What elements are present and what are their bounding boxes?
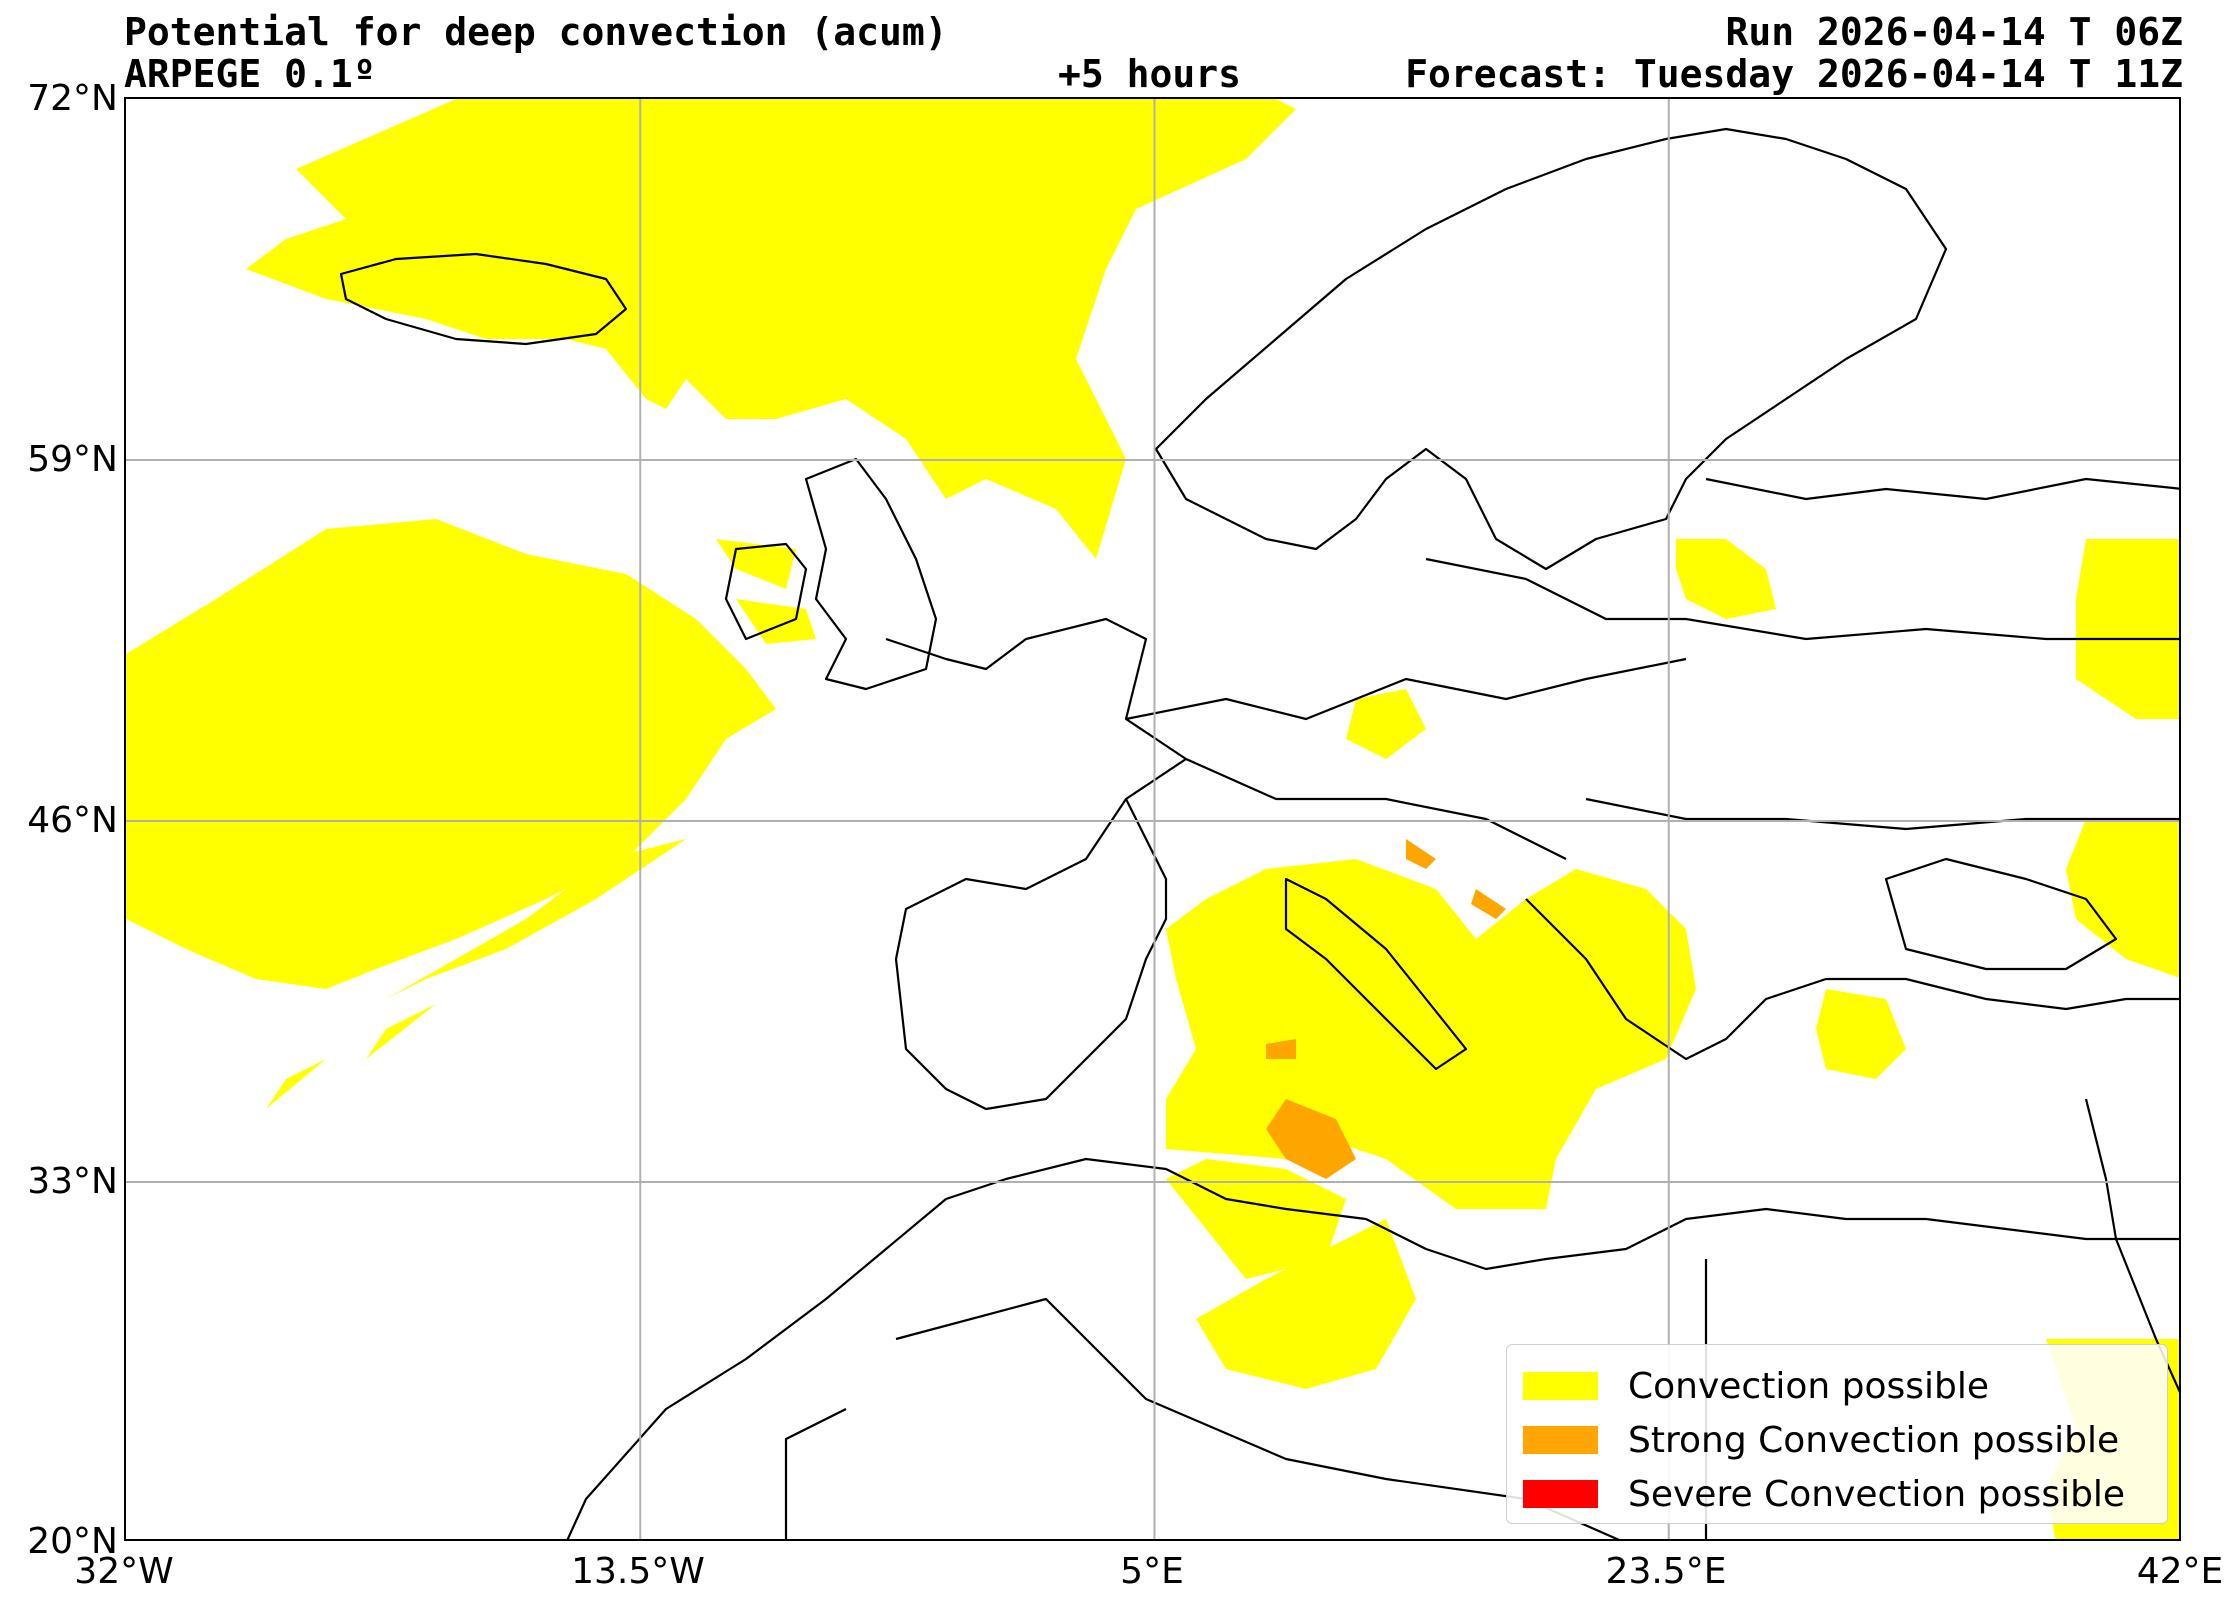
legend-item-convection: Convection possible [1523, 1359, 2151, 1413]
legend-swatch-strong-convection [1523, 1426, 1598, 1454]
legend-label-convection: Convection possible [1628, 1365, 1990, 1407]
legend-item-severe-convection: Severe Convection possible [1523, 1467, 2151, 1521]
lon-tick-label-23-5e: 23.5°E [1605, 1551, 1727, 1592]
lat-tick-label-72: 72°N [27, 78, 118, 119]
legend: Convection possible Strong Convection po… [1506, 1344, 2168, 1524]
lat-tick-label-33: 33°N [27, 1161, 118, 1202]
coastline-italy [1284, 877, 1468, 1071]
coastline-britain [804, 457, 938, 691]
convection-area-black-sea [2066, 819, 2179, 978]
legend-label-severe-convection: Severe Convection possible [1628, 1473, 2126, 1515]
border-central-europe [1125, 557, 1687, 860]
convection-area-atlantic-west [126, 519, 776, 989]
strong-convection-area-tunisia [1266, 1099, 1356, 1179]
legend-swatch-severe-convection [1523, 1480, 1598, 1508]
convection-area-alps [1346, 689, 1426, 759]
strong-convection-area-sicily-channel [1266, 1039, 1296, 1059]
lat-tick-label-46: 46°N [27, 800, 118, 841]
convection-area-tunisia-libya [1166, 1159, 1416, 1389]
strong-convection-area-adriatic [1406, 839, 1506, 919]
lat-tick-label-59: 59°N [27, 439, 118, 480]
model-label: ARPEGE 0.1º [124, 52, 376, 96]
legend-item-strong-convection: Strong Convection possible [1523, 1413, 2151, 1467]
lead-time-label: +5 hours [1058, 52, 1242, 96]
run-label: Run 2026-04-14 T 06Z [1725, 10, 2183, 54]
legend-swatch-convection [1523, 1372, 1598, 1400]
coastline-scandinavia [1154, 127, 1948, 571]
convection-area-atlantic-streaks [266, 839, 686, 1109]
gridlines [126, 99, 2179, 1539]
convection-area-aegean [1816, 989, 1906, 1079]
coastline-iceland [339, 252, 628, 346]
convection-area-ireland [716, 539, 816, 644]
legend-label-strong-convection: Strong Convection possible [1628, 1419, 2120, 1461]
lon-tick-label-5e: 5°E [1120, 1551, 1184, 1592]
coastline-north-africa [566, 1157, 2179, 1539]
map-svg [126, 99, 2179, 1539]
convection-area-baltics [1676, 539, 1776, 619]
coastline-black-sea [1884, 857, 2118, 971]
lon-tick-label-13-5w: 13.5°W [571, 1551, 705, 1592]
coastline-iberia-france [885, 617, 1188, 1111]
map-title: Potential for deep convection (acum) [124, 10, 948, 54]
map-canvas[interactable] [124, 97, 2181, 1541]
lat-tick-label-20: 20°N [27, 1521, 118, 1562]
forecast-label: Forecast: Tuesday 2026-04-14 T 11Z [1405, 52, 2183, 96]
convection-area-eastern-europe [2076, 539, 2179, 719]
coastline-balkans-turkey [1525, 898, 2179, 1061]
convection-area-iceland-north-atlantic [246, 99, 1296, 559]
coastline-ireland [724, 542, 808, 641]
coastlines-and-borders [339, 127, 2179, 1539]
convection-area-central-med [1166, 859, 1696, 1209]
lon-tick-label-42e: 42°E [2136, 1551, 2224, 1592]
strong-convection-areas [1266, 839, 1506, 1179]
lon-tick-label-32w: 32°W [74, 1551, 174, 1592]
